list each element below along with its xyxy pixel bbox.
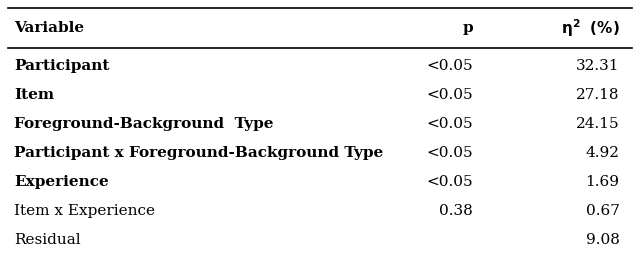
Text: 9.08: 9.08: [586, 232, 620, 246]
Text: Item: Item: [14, 88, 54, 102]
Text: 27.18: 27.18: [576, 88, 620, 102]
Text: 1.69: 1.69: [586, 174, 620, 188]
Text: Participant: Participant: [14, 59, 109, 73]
Text: Variable: Variable: [14, 21, 84, 35]
Text: p: p: [462, 21, 473, 35]
Text: Foreground-Background  Type: Foreground-Background Type: [14, 117, 274, 131]
Text: <0.05: <0.05: [426, 174, 473, 188]
Text: <0.05: <0.05: [426, 88, 473, 102]
Text: <0.05: <0.05: [426, 117, 473, 131]
Text: $\mathbf{\eta^2}$$\mathbf{\ \ (\%)}$: $\mathbf{\eta^2}$$\mathbf{\ \ (\%)}$: [561, 17, 620, 39]
Text: Experience: Experience: [14, 174, 109, 188]
Text: Participant x Foreground-Background Type: Participant x Foreground-Background Type: [14, 146, 383, 160]
Text: 24.15: 24.15: [576, 117, 620, 131]
Text: <0.05: <0.05: [426, 146, 473, 160]
Text: 0.38: 0.38: [439, 203, 473, 217]
Text: Residual: Residual: [14, 232, 81, 246]
Text: <0.05: <0.05: [426, 59, 473, 73]
Text: 0.67: 0.67: [586, 203, 620, 217]
Text: 32.31: 32.31: [576, 59, 620, 73]
Text: 4.92: 4.92: [586, 146, 620, 160]
Text: Item x Experience: Item x Experience: [14, 203, 155, 217]
